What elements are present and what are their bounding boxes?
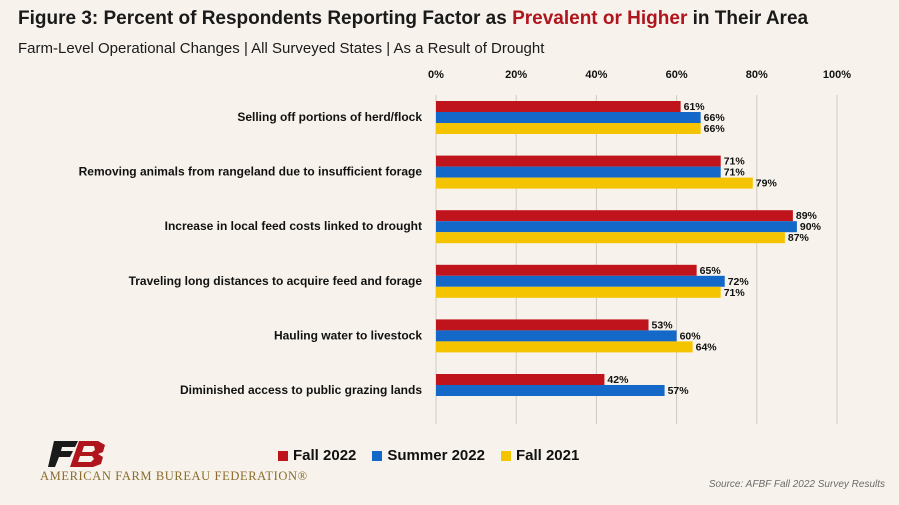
legend-swatch-fall-2021 xyxy=(500,450,511,461)
bar xyxy=(436,275,725,287)
title-prefix: Figure 3: Percent of Respondents Reporti… xyxy=(18,8,513,29)
data-label: 79% xyxy=(756,178,778,190)
chart-title: Figure 3: Percent of Respondents Reporti… xyxy=(18,8,808,30)
logo-text: AMERICAN FARM BUREAU FEDERATION® xyxy=(40,469,308,483)
legend-swatch-summer-2022 xyxy=(372,450,383,461)
data-label: 60% xyxy=(680,330,702,342)
bar xyxy=(436,123,701,134)
data-label: 71% xyxy=(724,167,746,179)
legend: Fall 2022 Summer 2022 Fall 2021 xyxy=(278,447,579,464)
bar xyxy=(436,264,697,276)
legend-label-fall-2021: Fall 2021 xyxy=(515,447,580,464)
bar xyxy=(436,330,677,342)
bar xyxy=(436,319,649,331)
data-label: 90% xyxy=(800,221,822,233)
x-tick-label: 80% xyxy=(746,69,768,81)
bar xyxy=(436,232,785,244)
data-label: 66% xyxy=(704,123,726,135)
bar xyxy=(436,101,681,112)
bar xyxy=(436,374,605,385)
category-label: Increase in local feed costs linked to d… xyxy=(165,219,422,233)
legend-item-fall-2022: Fall 2022 xyxy=(278,447,356,464)
data-label: 64% xyxy=(696,341,718,353)
data-label: 71% xyxy=(724,156,746,168)
x-tick-label: 0% xyxy=(428,69,444,81)
afbf-logo: AMERICAN FARM BUREAU FEDERATION® xyxy=(40,441,340,491)
bar xyxy=(436,166,721,178)
data-label: 87% xyxy=(788,232,810,244)
x-tick-label: 60% xyxy=(666,69,688,81)
category-label: Diminished access to public grazing land… xyxy=(180,383,422,397)
legend-label-fall-2022: Fall 2022 xyxy=(293,447,357,464)
bar xyxy=(436,112,701,123)
data-label: 42% xyxy=(607,374,629,386)
bar xyxy=(436,177,753,189)
data-label: 65% xyxy=(700,265,722,277)
data-label: 53% xyxy=(652,319,674,331)
legend-item-summer-2022: Summer 2022 xyxy=(372,447,485,464)
data-label: 66% xyxy=(704,112,726,124)
bar xyxy=(436,221,797,233)
x-tick-label: 20% xyxy=(505,69,527,81)
legend-swatch-fall-2022 xyxy=(278,450,288,461)
bar xyxy=(436,385,665,396)
legend-label-summer-2022: Summer 2022 xyxy=(387,447,485,464)
fb-logo-mark-icon xyxy=(48,441,105,467)
x-tick-label: 40% xyxy=(585,69,607,81)
category-label: Hauling water to livestock xyxy=(274,328,422,342)
bar xyxy=(436,210,793,222)
source-note: Source: AFBF Fall 2022 Survey Results xyxy=(708,479,885,490)
title-highlight: Prevalent or Higher xyxy=(512,8,688,29)
bar xyxy=(436,286,721,298)
x-tick-label: 100% xyxy=(823,69,851,81)
legend-item-fall-2021: Fall 2021 xyxy=(500,447,580,464)
chart-subtitle: Farm-Level Operational Changes | All Sur… xyxy=(18,40,545,57)
data-label: 71% xyxy=(724,287,746,299)
bar xyxy=(436,155,721,167)
data-label: 89% xyxy=(796,210,818,222)
bar xyxy=(436,341,693,353)
data-label: 61% xyxy=(684,101,706,113)
data-label: 72% xyxy=(728,276,750,288)
data-label: 57% xyxy=(668,385,690,397)
bar-chart: 0% 20% 40% 60% 80% 100% Selling off portions o… xyxy=(79,69,851,424)
category-label: Removing animals from rangeland due to i… xyxy=(79,165,423,179)
title-suffix: in Their Area xyxy=(687,8,809,29)
category-label: Traveling long distances to acquire feed… xyxy=(129,274,423,288)
category-label: Selling off portions of herd/flock xyxy=(237,110,422,124)
